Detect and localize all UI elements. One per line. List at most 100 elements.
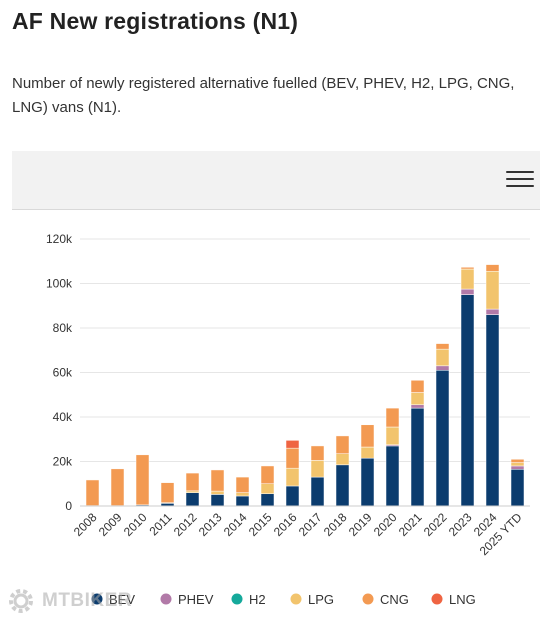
bar-segment-cng xyxy=(435,343,450,350)
bar-segment-bev xyxy=(485,314,500,507)
bar-segment-bev xyxy=(235,495,250,507)
x-tick-label: 2022 xyxy=(421,510,450,539)
bar-segment-lng xyxy=(285,440,300,449)
bar-segment-lpg xyxy=(360,446,375,459)
x-tick-label: 2019 xyxy=(346,510,375,539)
x-tick-label: 2012 xyxy=(171,510,200,539)
bar-segment-cng xyxy=(85,479,100,506)
bar-segment-cng xyxy=(135,454,150,506)
y-tick-label: 100k xyxy=(46,277,73,291)
legend-item-h2[interactable]: H2 xyxy=(231,592,266,607)
y-tick-label: 60k xyxy=(53,366,73,380)
menu-line xyxy=(506,178,534,180)
bar-segment-cng xyxy=(335,435,350,454)
bar-segment-phev xyxy=(510,465,525,470)
legend-label: PHEV xyxy=(178,592,214,607)
legend-marker xyxy=(160,593,172,605)
legend-item-lpg[interactable]: LPG xyxy=(290,592,335,607)
bar-segment-cng xyxy=(260,465,275,485)
bar-segment-bev xyxy=(310,476,325,507)
legend-label: CNG xyxy=(380,592,409,607)
bar-segment-cng xyxy=(385,407,400,428)
bar-segment-cng xyxy=(285,447,300,469)
bar-segment-bev xyxy=(410,407,425,507)
bar-segment-lpg xyxy=(410,392,425,406)
bar-segment-cng xyxy=(310,445,325,461)
bar-segment-cng xyxy=(185,472,200,492)
x-tick-label: 2017 xyxy=(296,510,325,539)
bar-segment-bev xyxy=(285,485,300,507)
hamburger-menu-icon[interactable] xyxy=(506,165,534,193)
bar-segment-lpg xyxy=(385,426,400,446)
bar-segment-bev xyxy=(210,494,225,507)
chart-description: Number of newly registered alternative f… xyxy=(12,75,515,116)
bar-segment-cng xyxy=(235,476,250,493)
y-tick-label: 120k xyxy=(46,232,73,246)
legend-item-phev[interactable]: PHEV xyxy=(160,592,214,607)
x-tick-label: 2018 xyxy=(321,510,350,539)
bar-segment-lpg xyxy=(335,453,350,466)
bar-segment-lpg xyxy=(460,268,475,290)
legend-label: H2 xyxy=(249,592,266,607)
legend-item-bev[interactable]: BEV xyxy=(91,592,136,607)
x-tick-label: 2023 xyxy=(446,510,475,539)
page-title: AF New registrations (N1) xyxy=(12,8,299,34)
bar-segment-bev xyxy=(460,294,475,507)
legend-item-cng[interactable]: CNG xyxy=(362,592,409,607)
x-tick-label: 2021 xyxy=(396,510,425,539)
bar-segment-cng xyxy=(485,264,500,272)
y-tick-label: 20k xyxy=(53,455,73,469)
legend-label: BEV xyxy=(109,592,135,607)
x-tick-label: 2015 xyxy=(246,510,275,539)
bar-segment-cng xyxy=(160,482,175,503)
bar-segment-phev xyxy=(410,404,425,409)
bar-segment-lpg xyxy=(310,460,325,478)
x-tick-label: 2008 xyxy=(71,510,100,539)
bar-segment-lpg xyxy=(435,348,450,367)
legend-item-lng[interactable]: LNG xyxy=(431,592,476,607)
bar-segment-cng xyxy=(510,459,525,463)
bar-segment-bev xyxy=(185,492,200,507)
bar-segment-phev xyxy=(485,308,500,315)
bar-segment-lpg xyxy=(185,490,200,493)
watermark-text: MTBIKER xyxy=(42,590,133,611)
legend-marker xyxy=(362,593,374,605)
x-tick-label: 2013 xyxy=(196,510,225,539)
bar-segment-lpg xyxy=(235,492,250,497)
bar-segment-bev xyxy=(260,493,275,507)
x-tick-label: 2010 xyxy=(121,510,150,539)
legend-label: LNG xyxy=(449,592,476,607)
chart-toolbar xyxy=(12,151,540,210)
bar-segment-bev xyxy=(335,464,350,507)
bar-segment-lpg xyxy=(210,490,225,495)
y-tick-label: 80k xyxy=(53,321,73,335)
bar-segment-cng xyxy=(410,380,425,393)
legend-marker xyxy=(231,593,243,605)
x-tick-label: 2014 xyxy=(221,510,250,539)
bar-segment-lpg xyxy=(260,483,275,495)
bar-segment-cng xyxy=(110,468,125,506)
x-tick-label: 2011 xyxy=(146,510,174,538)
bar-segment-lpg xyxy=(510,462,525,467)
bar-segment-lpg xyxy=(285,467,300,487)
bar-segment-lpg xyxy=(485,271,500,310)
bar-segment-cng xyxy=(210,469,225,492)
y-tick-label: 0 xyxy=(65,499,72,513)
gear-icon xyxy=(9,589,33,613)
bar-segment-cng xyxy=(360,424,375,448)
x-tick-label: 2016 xyxy=(271,510,300,539)
bar-segment-phev xyxy=(460,288,475,295)
x-tick-label: 2020 xyxy=(371,510,400,539)
bar-segment-phev xyxy=(435,365,450,371)
x-tick-label: 2009 xyxy=(96,510,125,539)
legend-marker xyxy=(431,593,443,605)
menu-line xyxy=(506,185,534,187)
watermark: MTBIKER xyxy=(6,586,132,616)
legend-label: LPG xyxy=(308,592,334,607)
legend-marker xyxy=(290,593,302,605)
bar-segment-bev xyxy=(385,445,400,507)
bar-segment-cng xyxy=(460,267,475,270)
bar-segment-bev xyxy=(510,469,525,507)
bar-segment-bev xyxy=(360,457,375,507)
